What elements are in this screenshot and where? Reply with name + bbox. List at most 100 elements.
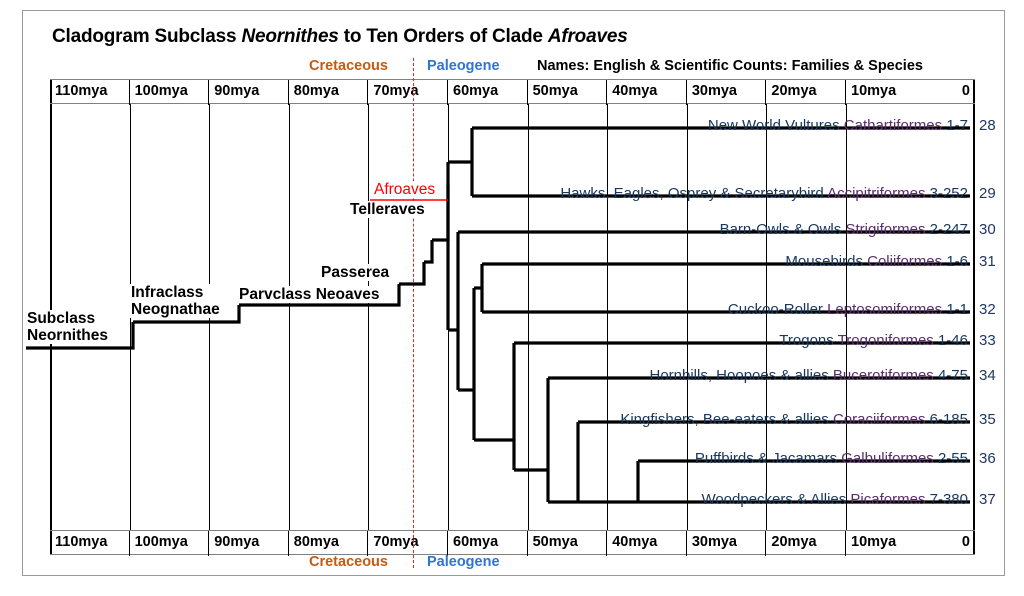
clade-label-afroaves: Afroaves — [371, 181, 439, 198]
taxon-row-number: 28 — [979, 117, 996, 134]
axis-tick-label: 100mya — [134, 83, 188, 99]
taxon-counts: 4-75 — [937, 367, 968, 384]
title-italic-afroaves: Afroaves — [547, 26, 628, 47]
timeline-chart: 110mya 100mya 90mya 80mya 70mya 60mya 50mya 40m… — [50, 79, 975, 556]
taxon-label-picaformes: Woodpeckers & Allies Picaformes 7-380 — [701, 491, 968, 508]
axis-top: 110mya 100mya 90mya 80mya 70mya 60mya 50mya 40m… — [50, 79, 975, 105]
footer-cretaceous-label: Cretaceous — [309, 554, 388, 570]
axis-tick-label: 80mya — [293, 534, 339, 550]
taxon-row-number: 31 — [979, 253, 996, 270]
axis-tick-label: 70mya — [373, 83, 419, 99]
clade-label-telleraves: Telleraves — [347, 201, 428, 218]
axis-tick-70mya: 70mya — [368, 80, 448, 105]
footer-paleogene-label: Paleogene — [427, 554, 500, 570]
page-title: Cladogram Subclass Neornithes to Ten Ord… — [52, 26, 628, 48]
axis-tick-label: 110mya — [55, 83, 108, 99]
taxon-label-trogoniformes: Trogons Trogoniformes 1-46 — [779, 332, 968, 349]
taxon-english-name: Mousebirds — [785, 253, 868, 270]
taxon-label-cathartiformes: New World Vultures Cathartiformes 1-7 — [708, 117, 968, 134]
taxon-label-bucerotiformes: Hornbills, Hoopoes & allies Bucerotiform… — [650, 367, 969, 384]
taxon-scientific-name: Strigiformes — [845, 221, 930, 238]
taxon-english-name: New World Vultures — [707, 117, 844, 134]
axis-tick-label: 90mya — [214, 534, 260, 550]
taxon-row-number: 29 — [979, 185, 996, 202]
axis-tick-100mya: 100mya — [130, 531, 210, 556]
taxon-scientific-name: Picaformes — [850, 491, 930, 508]
taxon-counts: 2-55 — [937, 450, 968, 467]
axis-tick-100mya: 100mya — [130, 80, 210, 105]
axis-tick-label: 50mya — [532, 534, 578, 550]
axis-tick-70mya: 70mya — [368, 531, 448, 556]
taxon-english-name: Barn-Owls & Owls — [719, 221, 846, 238]
chart-right-border — [973, 79, 975, 555]
title-italic-neornithes: Neornithes — [241, 26, 339, 47]
taxon-scientific-name: Coraciiformes — [832, 411, 930, 428]
taxon-english-name: Puffbirds & Jacamars — [694, 450, 842, 467]
axis-tick-20mya: 20mya — [766, 531, 847, 556]
taxon-scientific-name: Galbuliformes — [841, 450, 938, 467]
taxon-english-name: Hornbills, Hoopoes & allies — [649, 367, 833, 384]
axis-tick-50mya: 50mya — [528, 80, 608, 105]
axis-tick-label: 30mya — [691, 534, 737, 550]
taxon-label-coliiformes: Mousebirds Coliiformes 1-6 — [785, 253, 968, 270]
clade-neornithes-rank: Subclass — [27, 310, 96, 327]
clade-label-neornithes: Subclass Neornithes — [24, 310, 111, 344]
axis-tick-30mya: 30mya — [687, 80, 767, 105]
taxon-counts: 7-380 — [929, 491, 968, 508]
axis-tick-20mya: 20mya — [766, 80, 847, 105]
taxon-scientific-name: Cathartiformes — [843, 117, 947, 134]
axis-tick-zero: 0 — [961, 534, 970, 550]
taxon-counts: 1-7 — [946, 117, 968, 134]
taxon-row-number: 30 — [979, 221, 996, 238]
taxon-counts: 1-46 — [937, 332, 968, 349]
clade-label-neognathae: Infraclass Neognathae — [128, 284, 223, 318]
taxon-label-accipitriformes: Hawks, Eagles, Osprey & Secretarybird Ac… — [560, 185, 968, 202]
figure-border — [22, 10, 1005, 576]
axis-tick-label: 80mya — [293, 83, 339, 99]
axis-tick-50mya: 50mya — [528, 531, 608, 556]
axis-tick-80mya: 80mya — [289, 80, 369, 105]
taxon-counts: 1-1 — [946, 301, 968, 318]
axis-tick-label: 50mya — [532, 83, 578, 99]
taxon-scientific-name: Coliiformes — [867, 253, 947, 270]
taxon-row-number: 32 — [979, 301, 996, 318]
taxon-scientific-name: Accipitriformes — [827, 185, 930, 202]
taxon-scientific-name: Leptosomiformes — [827, 301, 947, 318]
axis-tick-30mya: 30mya — [687, 531, 767, 556]
axis-tick-60mya: 60mya — [448, 80, 528, 105]
taxon-scientific-name: Trogoniformes — [837, 332, 938, 349]
axis-tick-40mya: 40mya — [607, 531, 687, 556]
axis-tick-label: 90mya — [214, 83, 260, 99]
taxon-row-number: 37 — [979, 491, 996, 508]
grid-line — [368, 104, 370, 530]
axis-tick-label: 20mya — [771, 83, 817, 99]
grid-line — [766, 104, 768, 530]
taxon-english-name: Hawks, Eagles, Osprey & Secretarybird — [560, 185, 828, 202]
kpg-boundary-line — [413, 58, 414, 568]
axis-tick-label: 40mya — [612, 534, 658, 550]
axis-tick-label: 30mya — [691, 83, 737, 99]
taxon-scientific-name: Bucerotiformes — [832, 367, 938, 384]
taxon-row-number: 35 — [979, 411, 996, 428]
taxon-english-name: Woodpeckers & Allies — [701, 491, 851, 508]
clade-neognathae-name: Neognathae — [131, 301, 220, 318]
taxon-counts: 3-252 — [929, 185, 968, 202]
axis-tick-10mya: 10mya 0 — [846, 531, 975, 556]
axis-tick-label: 110mya — [55, 534, 108, 550]
header-cretaceous-label: Cretaceous — [309, 58, 388, 74]
axis-tick-80mya: 80mya — [289, 531, 369, 556]
grid-line — [607, 104, 609, 530]
title-part-2: to Ten Orders of Clade — [338, 26, 548, 47]
header-names-counts-legend: Names: English & Scientific Counts: Fami… — [537, 58, 923, 74]
axis-tick-40mya: 40mya — [607, 80, 687, 105]
axis-tick-label: 20mya — [771, 534, 817, 550]
grid-line — [527, 104, 529, 530]
axis-tick-10mya: 10mya 0 — [846, 80, 975, 105]
taxon-row-number: 36 — [979, 450, 996, 467]
header-paleogene-label: Paleogene — [427, 58, 500, 74]
axis-tick-label: 100mya — [134, 534, 188, 550]
taxon-english-name: Cuckoo-Roller — [727, 301, 828, 318]
axis-tick-label: 70mya — [373, 534, 419, 550]
grid-line — [288, 104, 290, 530]
taxon-english-name: Trogons — [779, 332, 838, 349]
